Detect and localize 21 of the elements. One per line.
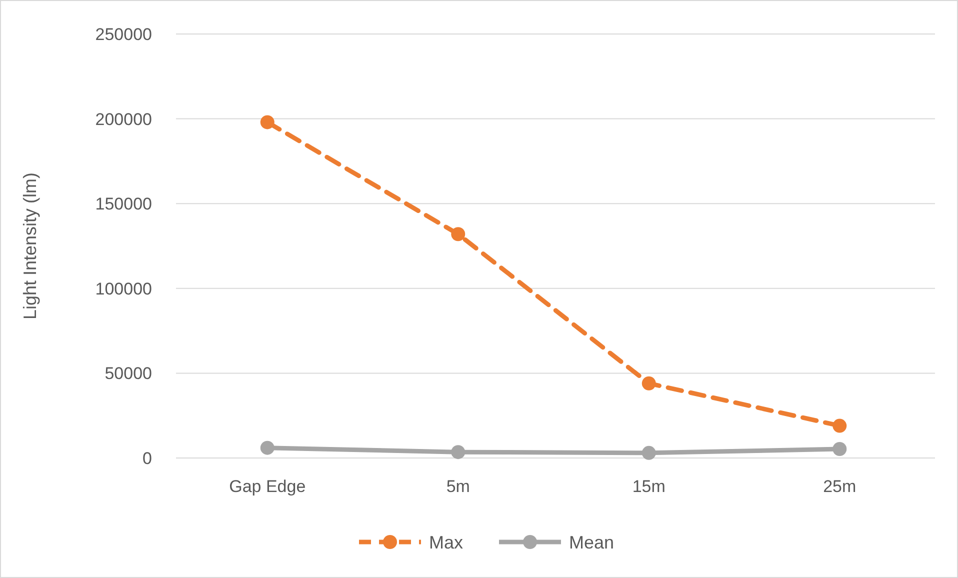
y-tick-label: 50000	[104, 364, 152, 384]
y-tick-label: 150000	[95, 194, 152, 214]
point	[642, 376, 656, 390]
y-tick-label: 200000	[95, 110, 152, 129]
legend-label: Max	[429, 532, 464, 552]
point	[260, 115, 274, 130]
y-tick-label: 100000	[95, 279, 152, 298]
y-tick-label: 250000	[95, 24, 152, 44]
x-tick-label: 25m	[823, 477, 856, 496]
y-tick-label: 0	[142, 448, 152, 468]
x-tick-label: 5m	[446, 477, 470, 496]
point	[832, 442, 847, 456]
point	[451, 227, 466, 242]
x-tick-label: 15m	[632, 477, 666, 496]
x-tick-label: Gap Edge	[229, 477, 306, 496]
point	[451, 445, 466, 460]
point	[832, 418, 847, 433]
legend-label: Mean	[569, 532, 614, 552]
y-axis-title: Light Intensity (lm)	[20, 172, 40, 320]
point	[642, 446, 656, 460]
point	[260, 440, 274, 455]
